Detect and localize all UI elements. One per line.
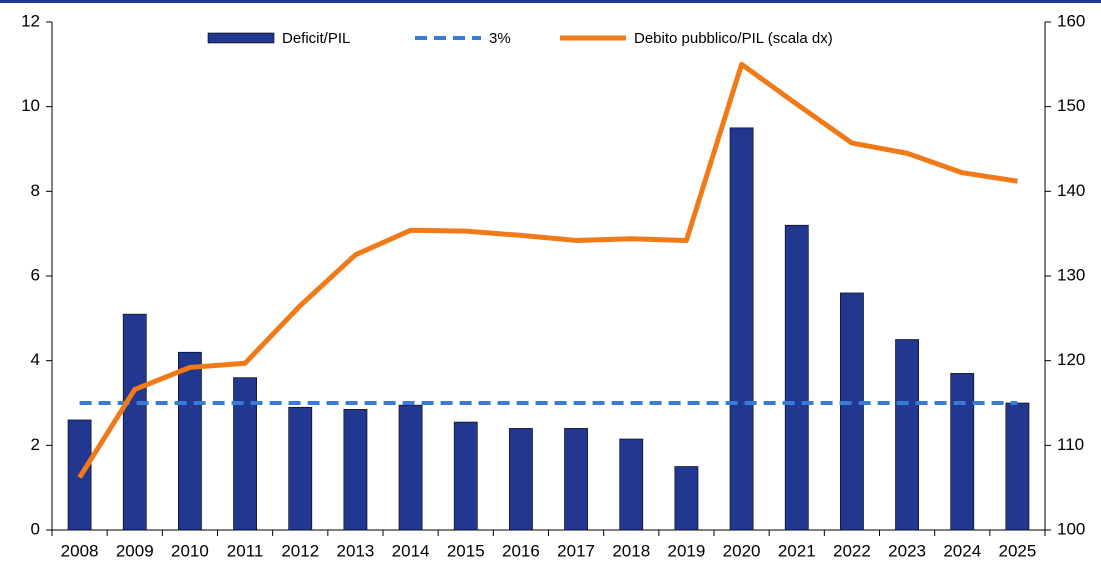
y-tick-label: 2 [31, 435, 40, 454]
y2-tick-label: 120 [1057, 350, 1085, 369]
bar [122, 313, 147, 531]
top-border [0, 0, 1101, 3]
y-tick-label: 8 [31, 181, 40, 200]
x-tick-label: 2014 [392, 541, 430, 560]
bar [1005, 402, 1030, 531]
bar [178, 351, 202, 531]
x-tick-label: 2020 [723, 541, 761, 560]
x-tick-label: 2011 [227, 541, 264, 560]
y2-tick-label: 150 [1057, 96, 1085, 115]
bar [895, 339, 919, 531]
x-tick-label: 2025 [999, 541, 1037, 560]
bar [784, 224, 809, 531]
y2-tick-label: 140 [1057, 181, 1085, 200]
bar [288, 406, 313, 531]
legend-label: Debito pubblico/PIL (scala dx) [634, 30, 833, 47]
x-tick-label: 2009 [116, 541, 154, 560]
y2-tick-label: 160 [1057, 11, 1085, 30]
bar [398, 404, 423, 531]
bar [564, 428, 588, 531]
x-tick-label: 2012 [281, 541, 319, 560]
y-tick-label: 12 [21, 11, 40, 30]
bar [509, 428, 533, 531]
y-tick-label: 0 [31, 519, 40, 538]
x-tick-label: 2022 [833, 541, 871, 560]
x-tick-label: 2016 [502, 541, 540, 560]
x-tick-label: 2015 [447, 541, 485, 560]
x-tick-label: 2008 [61, 541, 99, 560]
bar [840, 292, 864, 531]
bar [233, 377, 257, 531]
legend-swatch [207, 32, 275, 44]
x-tick-label: 2018 [612, 541, 650, 560]
bar [729, 127, 754, 531]
y2-tick-label: 110 [1057, 435, 1084, 454]
bar [619, 438, 644, 531]
bar [950, 373, 975, 531]
x-tick-label: 2024 [943, 541, 981, 560]
bar [343, 409, 368, 531]
y-tick-label: 10 [21, 96, 40, 115]
bar [674, 466, 699, 531]
x-tick-label: 2017 [557, 541, 595, 560]
legend-label: Deficit/PIL [282, 30, 350, 47]
legend-label: 3% [489, 30, 511, 47]
bar [453, 421, 478, 531]
y-tick-label: 6 [31, 265, 40, 284]
x-tick-label: 2013 [337, 541, 375, 560]
x-tick-label: 2019 [668, 541, 706, 560]
y2-tick-label: 100 [1057, 519, 1085, 538]
x-tick-label: 2021 [778, 541, 816, 560]
x-tick-label: 2010 [171, 541, 209, 560]
y2-tick-label: 130 [1057, 265, 1085, 284]
line [77, 61, 1018, 479]
y-tick-label: 4 [31, 350, 40, 369]
x-tick-label: 2023 [888, 541, 926, 560]
